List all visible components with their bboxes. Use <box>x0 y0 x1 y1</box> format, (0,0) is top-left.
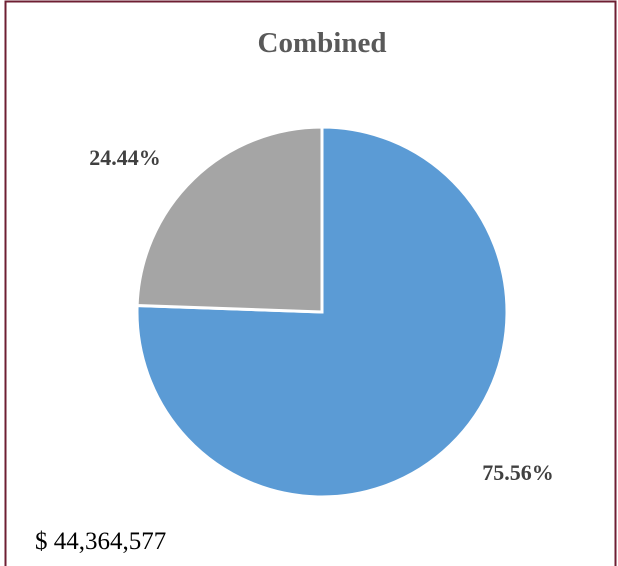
chart-title: Combined <box>258 27 387 59</box>
total: $ 44,364,577 <box>35 528 166 555</box>
data-label: 24.44% <box>89 145 161 170</box>
frame <box>4 0 617 566</box>
pie-slice <box>135 125 324 314</box>
data-label: 75.56% <box>482 460 554 485</box>
pie <box>135 125 509 499</box>
